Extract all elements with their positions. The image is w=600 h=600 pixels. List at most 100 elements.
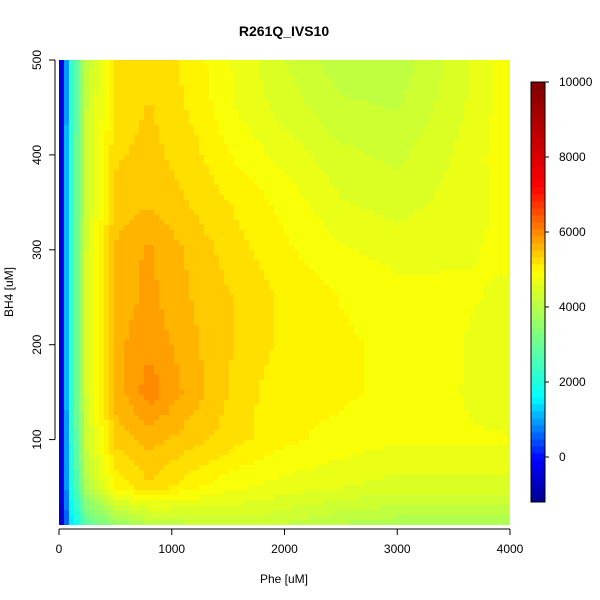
contour-cell (324, 305, 330, 311)
contour-cell (99, 80, 105, 86)
contour-cell (459, 240, 465, 246)
contour-cell (239, 165, 245, 171)
contour-cell (499, 105, 505, 111)
contour-cell (429, 155, 435, 161)
contour-cell (69, 285, 75, 291)
contour-cell (64, 250, 70, 256)
contour-cell (69, 235, 75, 241)
contour-cell (364, 100, 370, 106)
contour-cell (64, 170, 70, 176)
contour-cell (139, 235, 145, 241)
contour-cell (104, 300, 110, 306)
contour-cell (214, 275, 220, 281)
contour-cell (129, 270, 135, 276)
contour-cell (299, 185, 305, 191)
contour-cell (369, 195, 375, 201)
contour-cell (379, 240, 385, 246)
contour-cell (234, 180, 240, 186)
contour-cell (244, 255, 250, 261)
contour-cell (99, 280, 105, 286)
contour-cell (394, 65, 400, 71)
contour-cell (499, 220, 505, 226)
contour-cell (424, 185, 430, 191)
contour-cell (94, 175, 100, 181)
contour-cell (439, 270, 445, 276)
contour-cell (414, 270, 420, 276)
contour-cell (259, 305, 265, 311)
contour-cell (489, 95, 495, 101)
contour-cell (84, 275, 90, 281)
contour-cell (279, 230, 285, 236)
contour-cell (154, 280, 160, 286)
contour-cell (509, 205, 510, 211)
contour-cell (419, 265, 425, 271)
contour-cell (149, 320, 155, 326)
contour-cell (449, 130, 455, 136)
contour-cell (429, 145, 435, 151)
contour-cell (294, 210, 300, 216)
contour-cell (229, 240, 235, 246)
contour-cell (209, 120, 215, 126)
contour-cell (404, 190, 410, 196)
contour-cell (384, 200, 390, 206)
contour-cell (399, 190, 405, 196)
contour-cell (474, 165, 480, 171)
contour-cell (214, 285, 220, 291)
contour-cell (69, 265, 75, 271)
contour-cell (204, 305, 210, 311)
contour-cell (509, 260, 510, 266)
contour-cell (469, 65, 475, 71)
contour-cell (99, 305, 105, 311)
contour-cell (249, 105, 255, 111)
contour-cell (379, 200, 385, 206)
contour-cell (419, 275, 425, 281)
contour-cell (74, 300, 80, 306)
contour-cell (444, 225, 450, 231)
contour-cell (119, 150, 125, 156)
contour-cell (194, 250, 200, 256)
contour-cell (154, 115, 160, 121)
contour-cell (59, 75, 65, 81)
contour-cell (199, 125, 205, 131)
contour-cell (339, 145, 345, 151)
contour-cell (269, 90, 275, 96)
contour-cell (84, 125, 90, 131)
contour-cell (239, 195, 245, 201)
contour-cell (369, 155, 375, 161)
contour-cell (259, 90, 265, 96)
contour-cell (289, 100, 295, 106)
contour-cell (439, 295, 445, 301)
contour-cell (214, 115, 220, 121)
contour-cell (274, 195, 280, 201)
contour-cell (204, 155, 210, 161)
contour-cell (339, 115, 345, 121)
contour-cell (249, 205, 255, 211)
contour-cell (409, 170, 415, 176)
contour-cell (279, 170, 285, 176)
contour-cell (59, 125, 65, 131)
contour-cell (399, 220, 405, 226)
contour-cell (179, 310, 185, 316)
contour-cell (419, 235, 425, 241)
contour-cell (334, 100, 340, 106)
contour-cell (179, 240, 185, 246)
contour-cell (424, 115, 430, 121)
contour-cell (344, 125, 350, 131)
contour-cell (99, 105, 105, 111)
contour-cell (264, 210, 270, 216)
contour-cell (474, 135, 480, 141)
contour-cell (184, 265, 190, 271)
contour-cell (449, 135, 455, 141)
contour-cell (69, 310, 75, 316)
contour-cell (429, 130, 435, 136)
contour-cell (409, 165, 415, 171)
contour-cell (234, 175, 240, 181)
contour-cell (259, 160, 265, 166)
contour-cell (299, 245, 305, 251)
contour-cell (234, 210, 240, 216)
contour-cell (84, 215, 90, 221)
contour-cell (389, 210, 395, 216)
contour-cell (239, 215, 245, 221)
contour-cell (304, 90, 310, 96)
contour-cell (424, 215, 430, 221)
